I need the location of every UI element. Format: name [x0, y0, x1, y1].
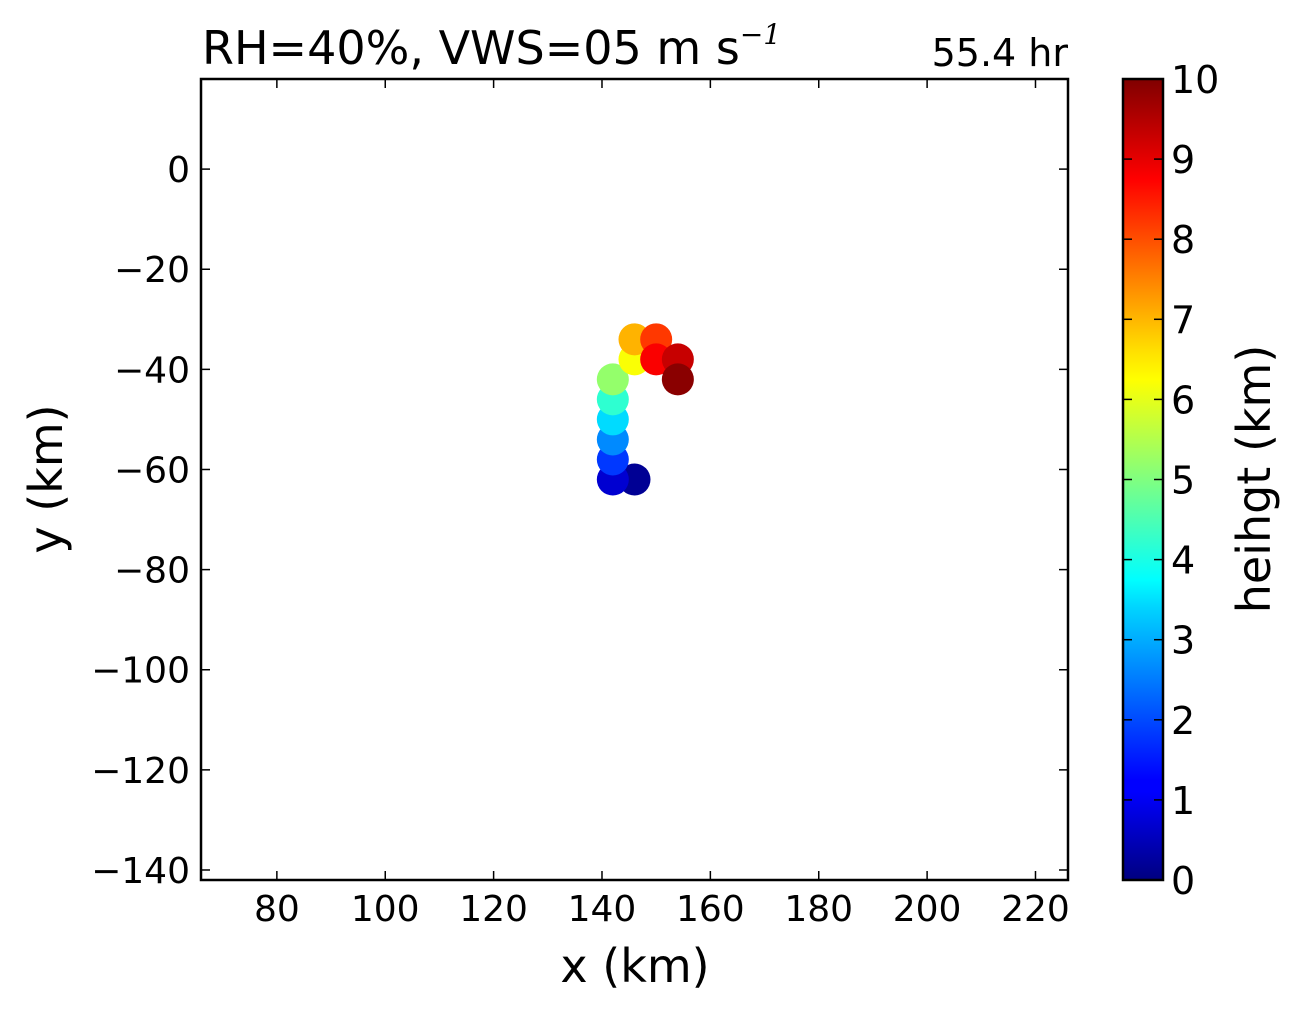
y-tick-label: −60 [114, 450, 190, 491]
colorbar-tick-label: 5 [1171, 459, 1195, 503]
x-ticks: 80 100 120 140 160 180 200 220 [254, 79, 1070, 930]
colorbar-tick-label: 4 [1171, 539, 1195, 583]
x-tick-label: 80 [254, 889, 300, 930]
y-tick-label: −80 [114, 551, 190, 592]
x-tick-label: 140 [568, 889, 637, 930]
y-tick-label: 0 [167, 150, 190, 191]
colorbar: 0 1 2 3 4 5 6 7 8 9 10 heihgt (km) [1121, 58, 1281, 903]
colorbar-tick-label: 9 [1171, 138, 1195, 182]
chart-title-main: RH=40%, VWS=05 m s [202, 21, 740, 75]
plot-area: 80 100 120 140 160 180 200 220 0 −20 −40 −60 −80 −10… [91, 77, 1070, 930]
chart-title: RH=40%, VWS=05 m s−1 [202, 18, 781, 75]
scatter-point [661, 363, 694, 396]
chart-title-exponent: −1 [740, 18, 781, 51]
colorbar-tick-label: 0 [1171, 859, 1195, 903]
x-axis-label: x (km) [560, 939, 709, 993]
x-tick-label: 200 [893, 889, 962, 930]
y-tick-label: −20 [114, 250, 190, 291]
scatter-point [596, 363, 629, 396]
y-tick-label: −120 [91, 751, 190, 792]
colorbar-tick-label: 8 [1171, 218, 1195, 262]
y-ticks: 0 −20 −40 −60 −80 −100 −120 −140 [91, 150, 1068, 892]
y-tick-label: −100 [91, 651, 190, 692]
x-tick-label: 120 [459, 889, 528, 930]
y-tick-label: −40 [114, 350, 190, 391]
colorbar-tick-label: 3 [1171, 619, 1195, 663]
colorbar-tick-label: 1 [1171, 779, 1195, 823]
x-tick-label: 100 [351, 889, 420, 930]
colorbar-tick-label: 2 [1171, 699, 1195, 743]
x-tick-label: 160 [676, 889, 745, 930]
x-tick-label: 220 [1001, 889, 1070, 930]
plot-frame [199, 77, 1070, 882]
colorbar-tick-label: 6 [1171, 378, 1195, 422]
scatter-points [596, 323, 694, 496]
time-label: 55.4 hr [932, 31, 1069, 75]
colorbar-tick-label: 10 [1171, 58, 1219, 102]
x-tick-label: 180 [784, 889, 853, 930]
colorbar-ticks: 0 1 2 3 4 5 6 7 8 9 10 [1123, 58, 1219, 903]
colorbar-label: heihgt (km) [1227, 345, 1281, 614]
y-tick-label: −140 [91, 851, 190, 892]
colorbar-tick-label: 7 [1171, 298, 1195, 342]
y-axis-label: y (km) [19, 404, 73, 553]
